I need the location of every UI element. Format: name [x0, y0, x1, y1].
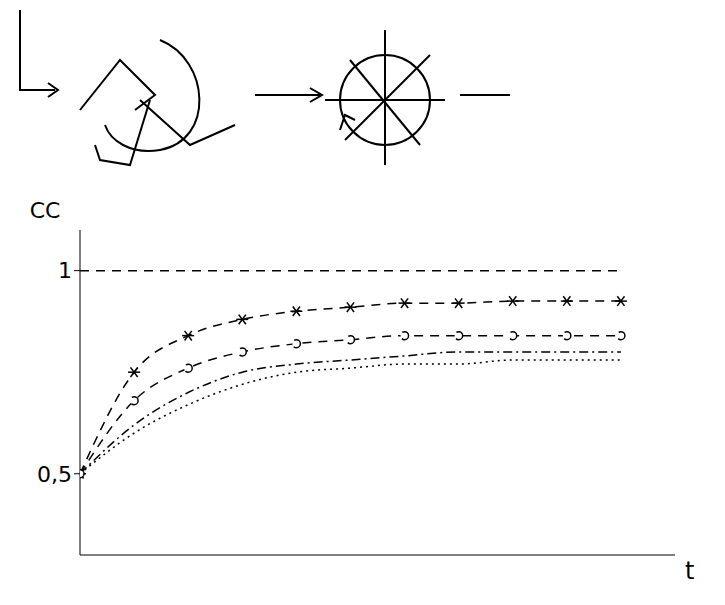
svg-text:1: 1: [58, 258, 72, 283]
svg-text:0,5: 0,5: [37, 462, 72, 487]
svg-text:t: t: [685, 557, 694, 585]
svg-text:CC: CC: [30, 198, 61, 223]
